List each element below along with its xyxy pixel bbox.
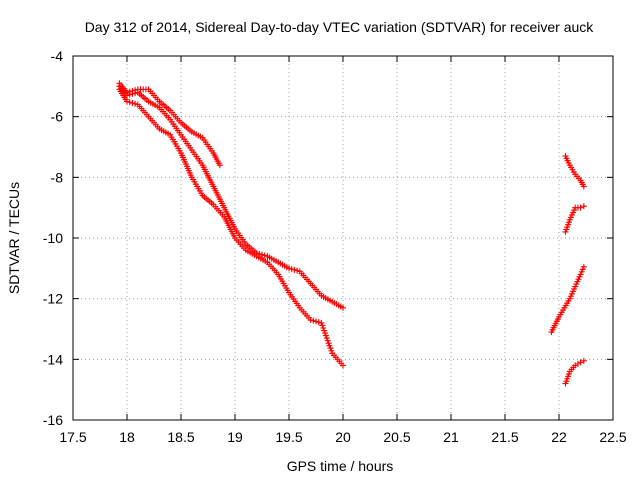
data-point: [288, 266, 295, 273]
data-point: [340, 362, 346, 369]
x-tick-label: 18: [119, 429, 135, 445]
tick-layer: 17.5 18 18.5 19 19.5 20 20.5 21 21.5 22 22.5 -16 -14…: [43, 48, 627, 445]
satellite-track-4: [562, 153, 587, 190]
grid-layer: [73, 56, 613, 420]
data-point: [126, 99, 133, 106]
x-tick-label: 22.5: [599, 429, 626, 445]
x-tick-label: 19: [227, 429, 243, 445]
satellite-track-2: [116, 83, 346, 311]
x-tick-label: 19.5: [275, 429, 302, 445]
x-tick-label: 21.5: [491, 429, 518, 445]
data-point: [574, 360, 581, 367]
x-tick-label: 17.5: [59, 429, 86, 445]
x-tick-label: 22: [551, 429, 567, 445]
satellite-track-1: [116, 80, 223, 169]
satellite-track-5: [562, 203, 587, 235]
x-tick-label: 20.5: [383, 429, 410, 445]
data-point: [126, 91, 133, 98]
data-point: [259, 251, 265, 258]
data-point: [580, 183, 587, 190]
data-point: [124, 98, 130, 105]
chart-title: Day 312 of 2014, Sidereal Day-to-day VTE…: [85, 19, 595, 35]
data-point: [291, 266, 298, 273]
data-point: [216, 162, 223, 169]
x-tick-label: 18.5: [167, 429, 194, 445]
data-point: [340, 304, 346, 311]
data-point: [577, 359, 584, 366]
data-point: [313, 318, 319, 325]
satellite-track-7: [562, 357, 587, 387]
x-tick-label: 21: [443, 429, 459, 445]
data-point: [261, 252, 268, 259]
data-point: [580, 263, 587, 270]
data-point: [577, 204, 584, 211]
data-point: [286, 265, 292, 272]
data-point: [307, 316, 314, 323]
satellite-track-3: [116, 86, 346, 369]
data-point: [294, 267, 301, 274]
x-tick-label: 20: [335, 429, 351, 445]
y-tick-label: -14: [43, 351, 63, 367]
y-tick-label: -12: [43, 291, 63, 307]
y-tick-label: -6: [51, 109, 64, 125]
data-point: [310, 317, 317, 324]
data-point: [580, 203, 587, 210]
satellite-track-6: [548, 263, 587, 336]
x-axis-label: GPS time / hours: [287, 458, 394, 474]
y-tick-label: -4: [51, 48, 64, 64]
points-layer: [116, 80, 587, 387]
y-tick-label: -10: [43, 230, 63, 246]
y-tick-label: -16: [43, 412, 63, 428]
data-point: [315, 319, 322, 326]
data-point: [132, 100, 139, 107]
y-axis-label: SDTVAR / TECUs: [6, 182, 22, 294]
data-point: [129, 90, 136, 97]
y-tick-label: -8: [51, 169, 64, 185]
data-point: [580, 357, 587, 364]
data-point: [129, 100, 136, 107]
data-point: [132, 90, 139, 97]
